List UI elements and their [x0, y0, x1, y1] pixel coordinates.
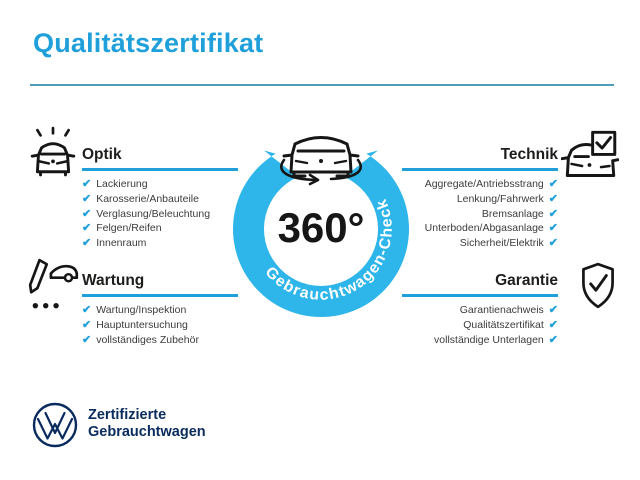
- checklist-item: Aggregate/Antriebsstrang ✔: [402, 177, 558, 192]
- item-label: Verglasung/Beleuchtung: [96, 207, 211, 220]
- item-label: Qualitätszertifikat: [463, 318, 544, 331]
- ring-shape: [233, 150, 409, 318]
- item-label: vollständige Unterlagen: [434, 333, 544, 346]
- item-label: Lackierung: [96, 178, 148, 190]
- section-optik-title: Optik: [82, 146, 238, 171]
- check-icon: ✔: [548, 207, 558, 220]
- check-icon: ✔: [82, 333, 92, 346]
- car-rotation-icon: [280, 136, 362, 186]
- brand-line-2: Gebrauchtwagen: [88, 424, 206, 440]
- item-label: Garantienachweis: [459, 304, 544, 316]
- item-label: Innenraum: [96, 237, 147, 250]
- item-label: Unterboden/Abgasanlage: [424, 222, 544, 235]
- checklist-item: Unterboden/Abgasanlage ✔: [402, 221, 558, 236]
- section-garantie-list: Garantienachweis ✔ Qualitätszertifikat ✔ v…: [402, 303, 558, 347]
- check-icon: ✔: [548, 192, 558, 205]
- checklist-item: ✔ Hauptuntersuchung: [82, 318, 238, 333]
- checklist-item: ✔ Innenraum: [82, 236, 238, 251]
- section-wartung-list: ✔ Wartung/Inspektion ✔ Hauptuntersuchung ✔…: [82, 303, 238, 347]
- check-icon: ✔: [548, 318, 558, 331]
- section-technik-list: Aggregate/Antriebsstrang ✔ Lenkung/Fahrwe…: [402, 177, 558, 251]
- check-icon: ✔: [548, 222, 558, 235]
- item-label: Aggregate/Antriebsstrang: [424, 178, 544, 190]
- checklist-item: vollständige Unterlagen ✔: [402, 333, 558, 348]
- item-label: vollständiges Zubehör: [96, 333, 199, 346]
- service-pencil-car-icon: [28, 258, 79, 309]
- checklist-item: Lenkung/Fahrwerk ✔: [402, 192, 558, 207]
- checklist-item: Sicherheit/Elektrik ✔: [402, 236, 558, 251]
- item-label: Karosserie/Anbauteile: [96, 192, 199, 205]
- brand-line-1: Zertifizierte: [88, 407, 167, 423]
- section-optik: Optik ✔ Lackierung ✔ Karosserie/Anbauteile…: [82, 146, 238, 251]
- check-icon: ✔: [548, 333, 558, 346]
- check-icon: ✔: [82, 304, 92, 316]
- check-icon: ✔: [82, 207, 92, 220]
- checklist-item: ✔ Lackierung: [82, 177, 238, 192]
- checklist-item: ✔ Karosserie/Anbauteile: [82, 192, 238, 207]
- check-icon: ✔: [82, 222, 92, 235]
- item-label: Bremsanlage: [481, 207, 544, 220]
- checklist-item: Garantienachweis ✔: [402, 303, 558, 318]
- section-technik: Technik Aggregate/Antriebsstrang ✔ Lenkun…: [402, 146, 558, 251]
- checklist-item: ✔ Felgen/Reifen: [82, 221, 238, 236]
- car-shine-icon: [30, 126, 76, 177]
- checklist-item: ✔ Verglasung/Beleuchtung: [82, 207, 238, 222]
- checklist-item: Bremsanlage ✔: [402, 207, 558, 222]
- item-label: Hauptuntersuchung: [96, 318, 188, 331]
- item-label: Lenkung/Fahrwerk: [456, 192, 544, 205]
- check-icon: ✔: [82, 318, 92, 331]
- section-wartung: Wartung ✔ Wartung/Inspektion ✔ Hauptunters…: [82, 272, 238, 347]
- title-divider: [30, 84, 614, 86]
- car-checkbox-icon: [561, 130, 619, 178]
- page-title: Qualitätszertifikat: [33, 28, 264, 58]
- shield-check-icon: [582, 262, 614, 309]
- section-garantie: Garantie Garantienachweis ✔ Qualitätszert…: [402, 272, 558, 347]
- checklist-item: ✔ Wartung/Inspektion: [82, 303, 238, 318]
- section-wartung-title: Wartung: [82, 272, 238, 297]
- section-garantie-title: Garantie: [402, 272, 558, 297]
- check-icon: ✔: [548, 304, 558, 316]
- 360-check-badge: Gebrauchtwagen-Check 360°: [233, 136, 409, 318]
- item-label: Wartung/Inspektion: [96, 304, 187, 316]
- checklist-item: Qualitätszertifikat ✔: [402, 318, 558, 333]
- checklist-item: ✔ vollständiges Zubehör: [82, 333, 238, 348]
- check-icon: ✔: [82, 237, 92, 250]
- brand-lockup: Zertifizierte Gebrauchtwagen: [88, 407, 206, 441]
- vw-logo: [32, 402, 78, 448]
- section-technik-title: Technik: [402, 146, 558, 171]
- degree-label: 360°: [278, 204, 365, 251]
- section-optik-list: ✔ Lackierung ✔ Karosserie/Anbauteile ✔ Verg…: [82, 177, 238, 251]
- check-icon: ✔: [82, 192, 92, 205]
- check-icon: ✔: [548, 237, 558, 250]
- check-icon: ✔: [82, 178, 92, 190]
- check-icon: ✔: [548, 178, 558, 190]
- item-label: Felgen/Reifen: [96, 222, 162, 235]
- item-label: Sicherheit/Elektrik: [459, 237, 544, 250]
